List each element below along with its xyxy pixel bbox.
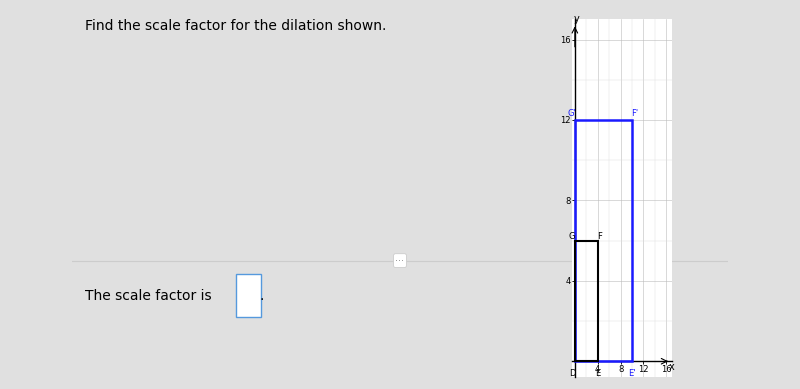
Text: G: G: [569, 232, 575, 241]
Text: F: F: [597, 232, 602, 241]
Bar: [575, 120, 632, 361]
Text: x: x: [669, 362, 675, 372]
Bar: [575, 241, 598, 361]
Text: F': F': [631, 109, 638, 118]
Text: .: .: [260, 289, 264, 303]
Text: Find the scale factor for the dilation shown.: Find the scale factor for the dilation s…: [85, 19, 386, 33]
Text: ···: ···: [395, 256, 405, 266]
Text: The scale factor is: The scale factor is: [85, 289, 212, 303]
Text: G': G': [568, 109, 576, 118]
Text: D: D: [569, 369, 575, 378]
Text: y: y: [574, 14, 579, 25]
FancyBboxPatch shape: [236, 274, 261, 317]
Text: E: E: [595, 369, 600, 378]
Text: E': E': [628, 369, 636, 378]
